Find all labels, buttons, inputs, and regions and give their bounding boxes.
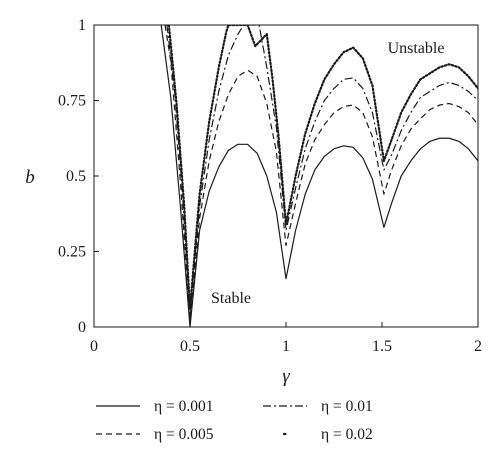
- x-tick-label: 1.5: [372, 338, 392, 355]
- series-line-3: [167, 25, 478, 310]
- legend-label-1: η = 0.005: [154, 426, 214, 443]
- series-layer: [160, 25, 478, 327]
- series-line-1: [164, 25, 478, 322]
- series-line-0: [160, 25, 478, 327]
- x-tick-label: 2: [474, 338, 482, 355]
- legend-label-2: η = 0.01: [321, 398, 373, 415]
- plot-frame: [93, 24, 479, 328]
- annotation-stable: Stable: [211, 290, 251, 307]
- y-tick-label: 0.75: [58, 93, 86, 110]
- series-line-2: [166, 25, 478, 316]
- legend: η = 0.001 η = 0.005 η = 0.01 η = 0.02: [96, 398, 373, 443]
- y-axis-label: b: [25, 167, 35, 188]
- annotation-unstable: Unstable: [388, 40, 445, 57]
- y-tick-label: 1: [78, 17, 86, 34]
- y-tick-label: 0.25: [58, 244, 86, 261]
- legend-label-3: η = 0.02: [321, 426, 373, 443]
- legend-label-0: η = 0.001: [154, 398, 213, 415]
- y-tick-label: 0.5: [66, 168, 86, 185]
- x-axis-label: γ: [282, 366, 290, 387]
- x-tick-label: 0.5: [180, 338, 200, 355]
- x-tick-label: 0: [90, 338, 98, 355]
- y-tick-label: 0: [78, 319, 86, 336]
- axis-ticks: 0 0.5 1 1.5 2 0 0.25 0.5 0.75 1: [58, 17, 482, 355]
- x-tick-label: 1: [282, 338, 290, 355]
